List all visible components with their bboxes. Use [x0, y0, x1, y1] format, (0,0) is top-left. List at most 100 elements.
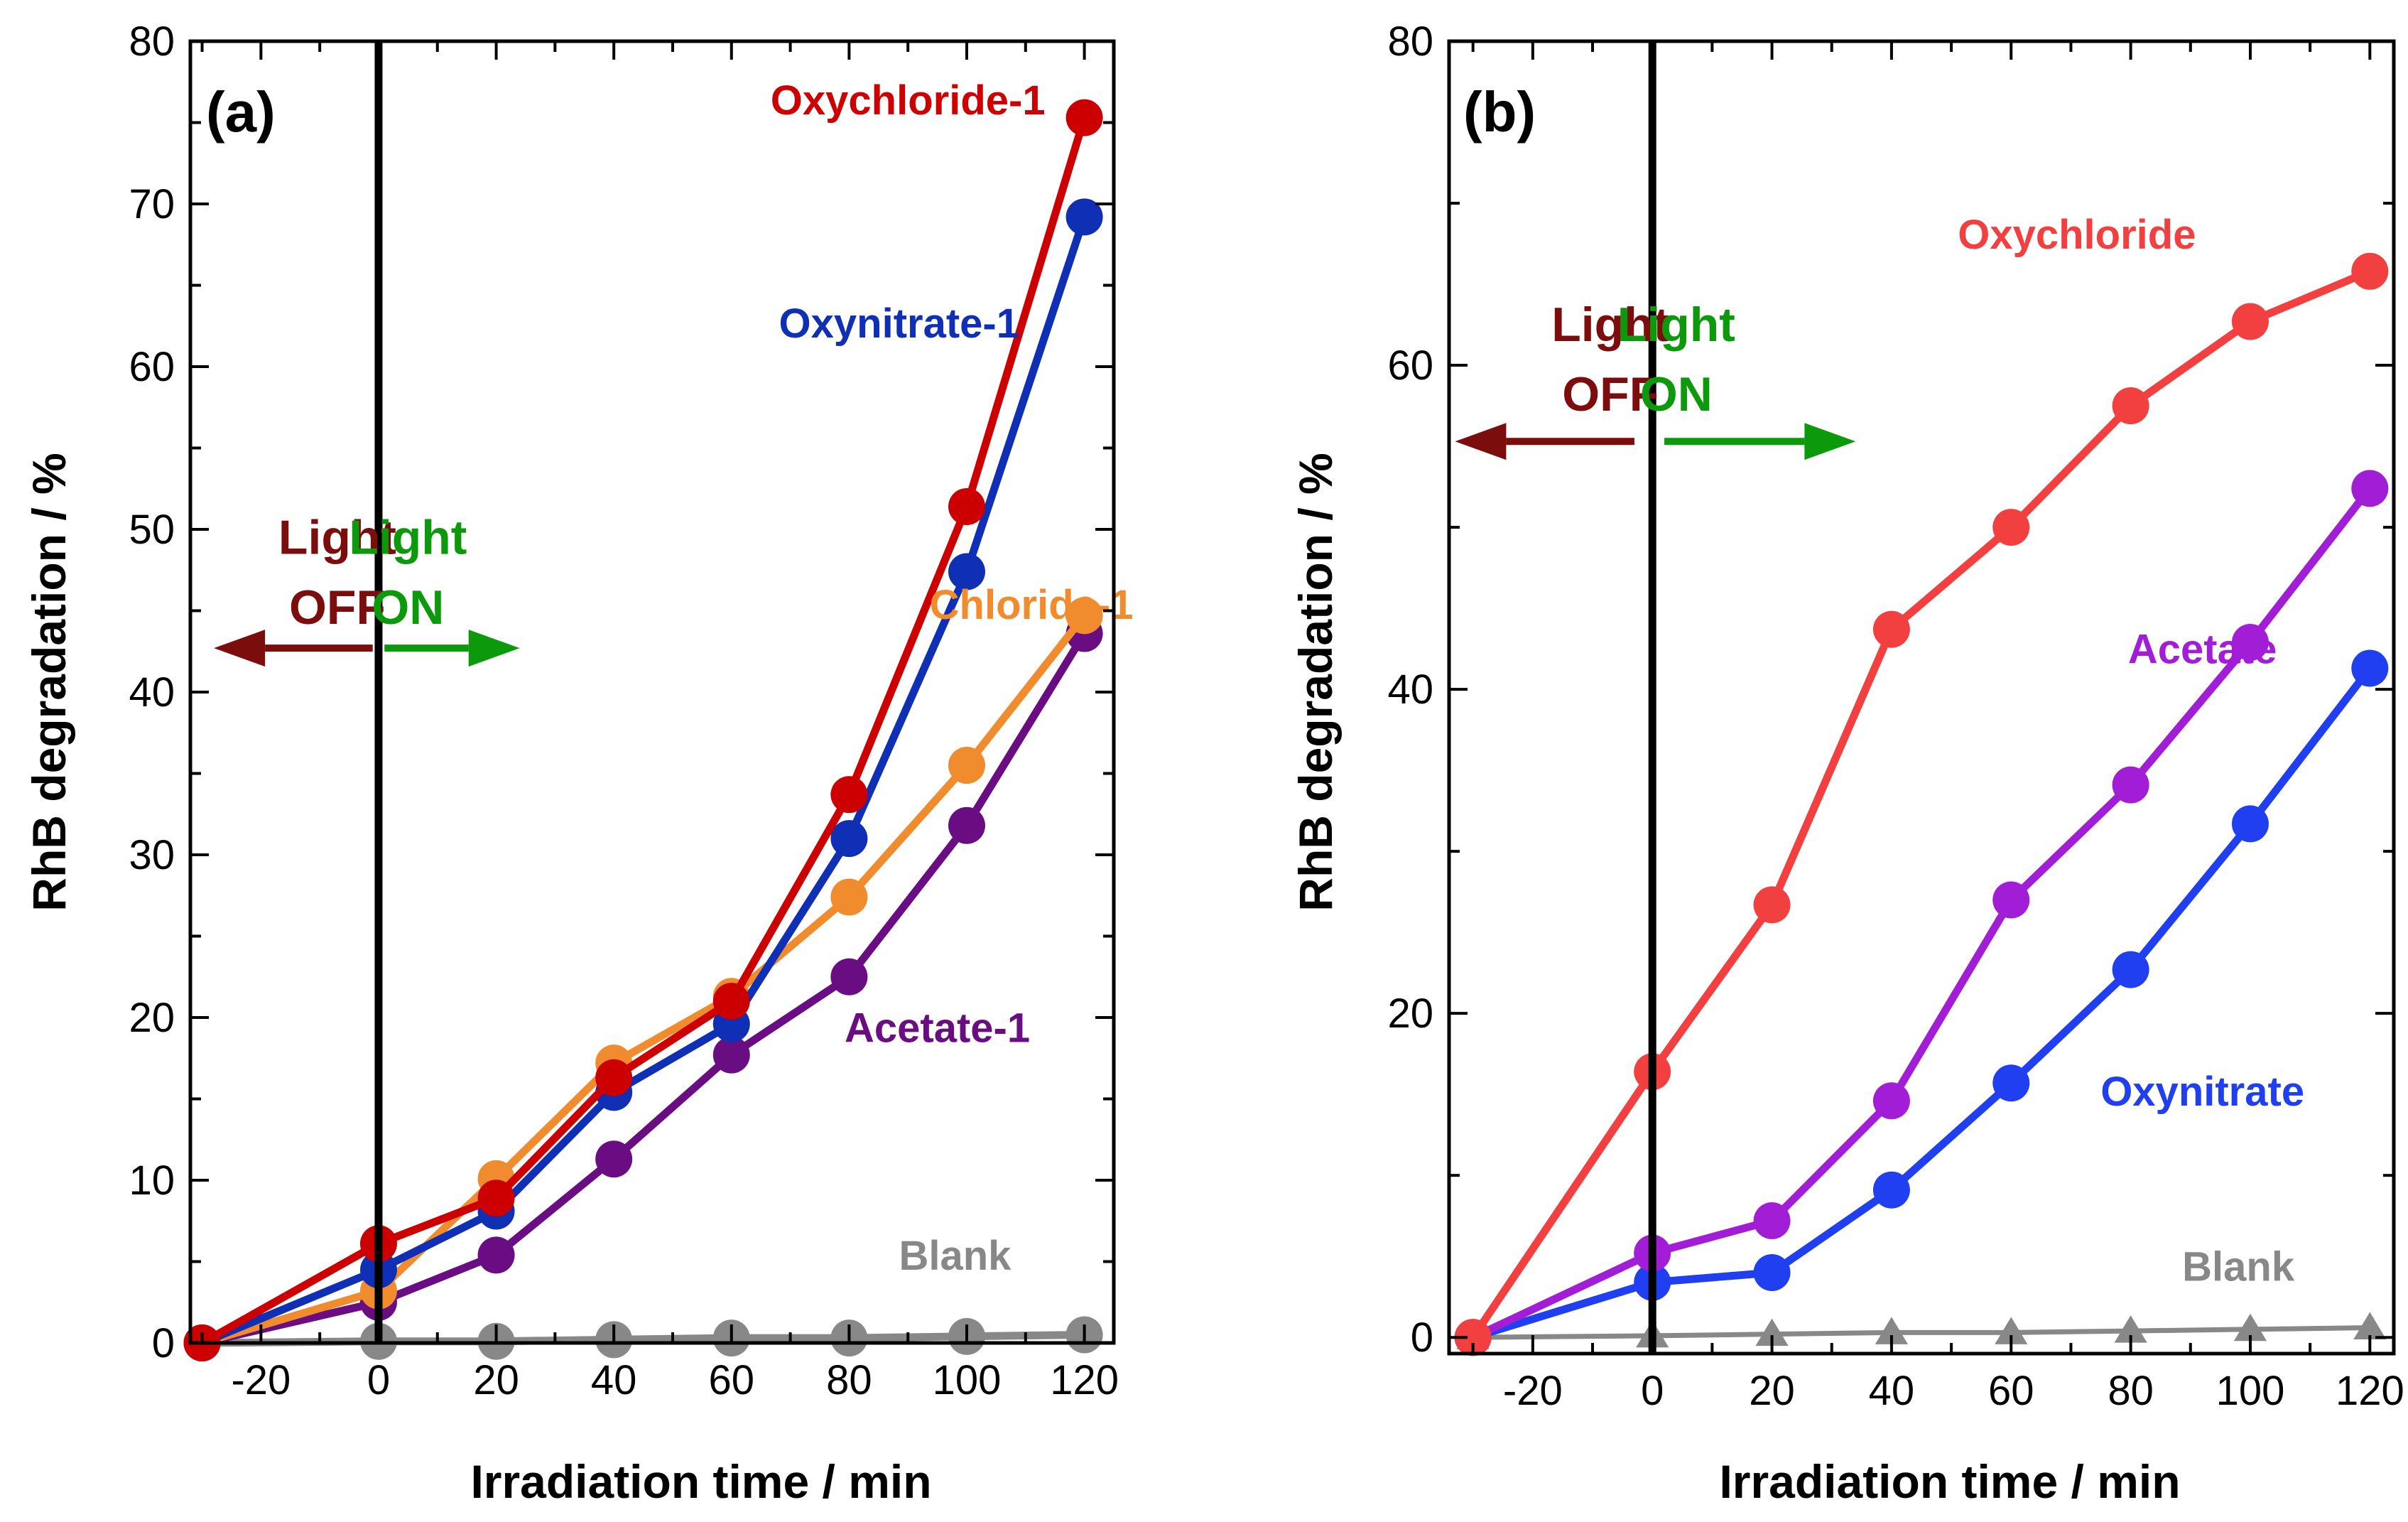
panel-a-label: (a)	[206, 80, 276, 144]
panel-b-x-tick-label: -20	[1503, 1368, 1563, 1414]
panel-b-y-tick-label: 40	[1387, 666, 1433, 713]
panel-a-point-chloride-1-6	[948, 747, 985, 784]
panel-b-line-oxychloride	[1469, 267, 2374, 1342]
panel-b-point-acetate-5	[2112, 766, 2149, 804]
panel-b-x-tick-label: 20	[1749, 1368, 1795, 1414]
panel-a-y-tick-label: 60	[129, 344, 175, 390]
panel-a-y-tick-label: 10	[129, 1157, 175, 1204]
panel-a-line-acetate-1	[198, 630, 1089, 1347]
panel-b-point-oxychloride-5	[2112, 387, 2149, 425]
panel-b-x-tick-label: 80	[2108, 1368, 2154, 1414]
panel-a-light-off-line1: Light	[278, 510, 396, 564]
panel-b-point-oxynitrate-4	[1992, 1064, 2030, 1102]
panel-b-point-oxychloride-3	[1872, 610, 1910, 648]
panel-a-y-tick-label: 40	[129, 669, 175, 716]
panel-b-light-on-line1: Light	[1617, 298, 1735, 352]
panel-a-light-off-arrow-head	[214, 630, 266, 667]
panel-b-x-axis-title: Irradiation time / min	[1719, 1455, 2180, 1508]
panel-a-y-tick-label: 0	[152, 1320, 175, 1366]
panel-a-x-axis-title: Irradiation time / min	[470, 1455, 931, 1508]
panel-a-point-acetate-1-2	[477, 1236, 515, 1274]
panel-a-point-oxychloride-1-3	[595, 1059, 633, 1096]
panel-b-x-tick-label: 60	[1988, 1368, 2034, 1414]
panel-a-series-oxychloride-1	[183, 99, 1103, 1361]
panel-b-point-blank-2	[1755, 1318, 1789, 1346]
panel-a-point-acetate-1-3	[595, 1140, 633, 1178]
panel-b-y-tick-label: 80	[1387, 18, 1433, 65]
panel-b: Blank Oxynitrate Acetate Oxychloride Light OF…	[1289, 18, 2404, 1508]
panel-b-light-off-arrow-head	[1455, 423, 1507, 460]
panel-a-line-oxychloride-1	[198, 114, 1089, 1347]
panel-a-point-acetate-1-6	[948, 806, 985, 844]
panel-b-point-oxychloride-4	[1992, 509, 2030, 546]
panel-a-x-tick-label: 20	[473, 1357, 519, 1403]
panel-b-line-acetate	[1469, 484, 2374, 1342]
panel-b-y-axis-title: RhB degradation / %	[1289, 453, 1342, 911]
panel-b-point-blank-7	[2353, 1312, 2387, 1340]
panel-b-point-acetate-6	[2231, 623, 2269, 661]
panel-b-y-tick-label: 60	[1387, 342, 1433, 389]
panel-b-light-off-line2: OFF	[1562, 367, 1659, 421]
panel-a-point-chloride-1-5	[830, 878, 868, 916]
panel-a-light-on-line2: ON	[371, 581, 444, 635]
panel-b-point-acetate-4	[1992, 881, 2030, 919]
panel-a-label-blank: Blank	[899, 1233, 1012, 1279]
panel-a-x-tick-label: 40	[591, 1357, 637, 1403]
panel-b-annotation-layer: Blank Oxynitrate Acetate Oxychloride Light OF…	[1455, 212, 2304, 1290]
panel-a-light-on-line1: Light	[349, 510, 467, 564]
panel-b-light-on-arrow-head	[1804, 423, 1856, 460]
panel-a-label-chloride-1: Chloride-1	[930, 582, 1134, 628]
panel-a-line-oxynitrate-1	[198, 212, 1089, 1347]
panel-a-point-oxychloride-1-5	[830, 776, 868, 814]
panel-b-light-on-line2: ON	[1640, 367, 1713, 421]
panel-a-point-oxychloride-1-4	[712, 983, 750, 1020]
panel-b-y-tick-label: 0	[1411, 1315, 1433, 1361]
panel-b-label-oxychloride: Oxychloride	[1958, 212, 2196, 258]
panel-b-line-blank	[1470, 1325, 2372, 1340]
panel-a-point-oxynitrate-1-7	[1065, 198, 1103, 236]
panel-a-y-tick-label: 30	[129, 832, 175, 878]
panel-b-point-blank-6	[2233, 1313, 2267, 1342]
panel-a-x-tick-label: 120	[1050, 1357, 1119, 1403]
panel-b-series-oxychloride	[1454, 252, 2389, 1356]
panel-b-point-oxychloride-0	[1454, 1319, 1492, 1356]
panel-b-point-oxynitrate-3	[1872, 1171, 1910, 1209]
panel-a-label-oxynitrate-1: Oxynitrate-1	[779, 301, 1019, 347]
panel-a-point-oxynitrate-1-6	[948, 553, 985, 590]
panel-b-light-off-line1: Light	[1551, 298, 1669, 352]
panel-b-x-tick-label: 120	[2336, 1368, 2404, 1414]
panel-a: Blank Acetate-1 Chloride-1 Oxynitrate-1 Oxyc…	[23, 18, 1133, 1508]
panel-a-annotation-layer: Blank Acetate-1 Chloride-1 Oxynitrate-1 Oxyc…	[214, 77, 1133, 1279]
panel-a-line-chloride-1	[198, 611, 1089, 1347]
panel-a-y-tick-label: 80	[129, 18, 175, 65]
panel-a-x-tick-label: 0	[367, 1357, 390, 1403]
panel-a-point-oxychloride-1-6	[948, 487, 985, 525]
panel-b-label-blank: Blank	[2182, 1243, 2295, 1290]
panel-a-x-tick-label: 60	[709, 1357, 755, 1403]
panel-b-point-oxynitrate-6	[2231, 805, 2269, 843]
panel-b-point-acetate-7	[2351, 470, 2389, 507]
panel-b-point-blank-5	[2114, 1315, 2147, 1343]
panel-a-point-oxynitrate-1-5	[830, 820, 868, 858]
panel-a-label-oxychloride-1: Oxychloride-1	[771, 77, 1046, 124]
panel-b-plot-frame	[1447, 39, 2396, 1356]
panel-a-x-tick-label: 80	[826, 1357, 872, 1403]
panel-a-label-acetate-1: Acetate-1	[845, 1005, 1030, 1051]
panel-a-light-on-arrow-head	[468, 630, 520, 667]
panel-a-light-off-line2: OFF	[289, 581, 386, 635]
panel-a-point-oxychloride-1-2	[477, 1180, 515, 1217]
panel-a-point-oxychloride-1-7	[1065, 99, 1103, 136]
panel-b-x-tick-label: 0	[1641, 1368, 1664, 1414]
panel-b-point-blank-4	[1995, 1317, 2028, 1344]
panel-a-y-tick-label: 70	[129, 181, 175, 227]
panel-a-point-chloride-1-7	[1065, 597, 1103, 635]
panel-b-point-blank-3	[1875, 1317, 1909, 1344]
panel-b-point-oxynitrate-5	[2112, 951, 2149, 988]
panel-a-y-axis-title: RhB degradation / %	[23, 453, 75, 911]
panel-b-point-oxychloride-6	[2231, 303, 2269, 340]
panel-b-point-oxychloride-2	[1753, 886, 1791, 924]
panel-b-point-oxynitrate-7	[2351, 649, 2389, 687]
panel-b-y-tick-label: 20	[1387, 991, 1433, 1037]
panel-a-y-tick-label: 50	[129, 507, 175, 553]
